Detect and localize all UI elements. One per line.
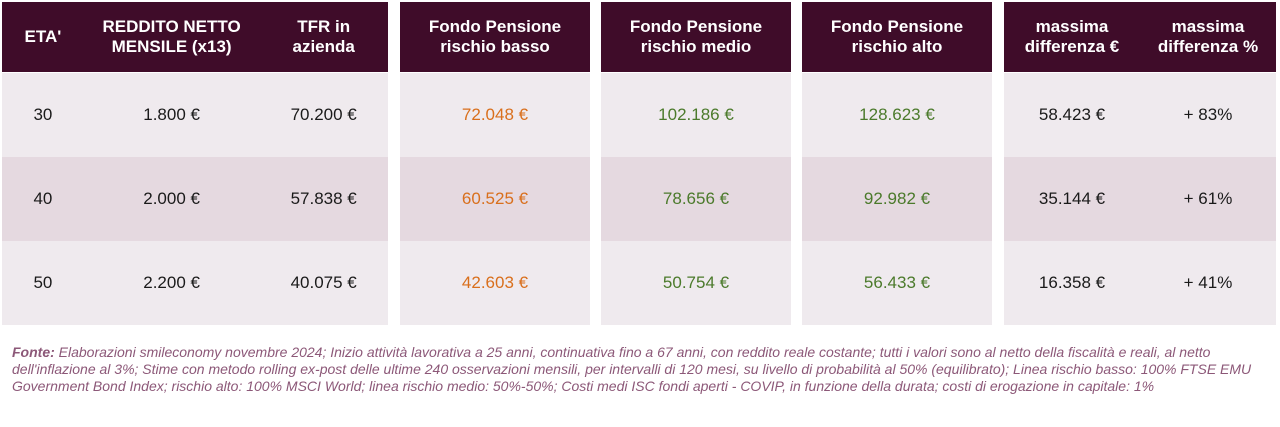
cell-fondo-basso: 72.048 €: [461, 105, 529, 124]
header-row-fondo-medio: Fondo Pensione rischio medio: [601, 2, 791, 72]
cell-eta: 30: [33, 105, 53, 124]
group-fondo-basso: Fondo Pensione rischio basso 72.048 € 60…: [400, 2, 590, 325]
cell-diff-perc: + 41%: [1183, 273, 1233, 292]
cell-tfr: 40.075 €: [290, 273, 357, 292]
table-row: 60.525 €: [400, 157, 590, 241]
table-row: 72.048 €: [400, 73, 590, 157]
header-eta: ETA': [24, 27, 62, 46]
table-row: 58.423 € + 83%: [1004, 73, 1276, 157]
cell-tfr: 70.200 €: [290, 105, 357, 124]
table-row: 42.603 €: [400, 241, 590, 325]
table-row: 78.656 €: [601, 157, 791, 241]
cell-fondo-medio: 102.186 €: [658, 105, 734, 124]
table-row: 50 2.200 € 40.075 €: [2, 241, 388, 325]
cell-diff-euro: 35.144 €: [1038, 189, 1106, 208]
table-row: 40 2.000 € 57.838 €: [2, 157, 388, 241]
cell-eta: 50: [33, 273, 53, 292]
cell-fondo-basso: 42.603 €: [461, 273, 529, 292]
group-fondo-alto: Fondo Pensione rischio alto 128.623 € 92…: [802, 2, 992, 325]
cell-diff-euro: 16.358 €: [1038, 273, 1106, 292]
header-fondo-medio: Fondo Pensione rischio medio: [629, 17, 763, 56]
cell-fondo-basso: 60.525 €: [461, 189, 529, 208]
table-row: 92.982 €: [802, 157, 992, 241]
cell-reddito: 2.200 €: [143, 273, 200, 292]
table-row: 102.186 €: [601, 73, 791, 157]
header-row-fondo-basso: Fondo Pensione rischio basso: [400, 2, 590, 72]
source-note: Fonte: Elaborazioni smileconomy novembre…: [12, 344, 1267, 395]
table-row: 50.754 €: [601, 241, 791, 325]
cell-diff-euro: 58.423 €: [1038, 105, 1106, 124]
table-row: 128.623 €: [802, 73, 992, 157]
cell-fondo-alto: 56.433 €: [863, 273, 931, 292]
source-text: Elaborazioni smileconomy novembre 2024; …: [12, 344, 1252, 394]
cell-fondo-medio: 78.656 €: [662, 189, 730, 208]
table-row: 30 1.800 € 70.200 €: [2, 73, 388, 157]
header-row-fondo-alto: Fondo Pensione rischio alto: [802, 2, 992, 72]
cell-fondo-medio: 50.754 €: [662, 273, 730, 292]
cell-fondo-alto: 128.623 €: [859, 105, 935, 124]
group-fondo-medio: Fondo Pensione rischio medio 102.186 € 7…: [601, 2, 791, 325]
table-row: 35.144 € + 61%: [1004, 157, 1276, 241]
header-row-differenza: massima differenza € massima differenza …: [1004, 2, 1276, 72]
header-diff-euro: massima differenza €: [1024, 17, 1120, 56]
group-base-data: ETA' REDDITO NETTO MENSILE (x13) TFR in …: [2, 2, 388, 325]
header-row-base: ETA' REDDITO NETTO MENSILE (x13) TFR in …: [2, 2, 388, 72]
header-fondo-basso: Fondo Pensione rischio basso: [428, 17, 562, 56]
header-reddito: REDDITO NETTO MENSILE (x13): [102, 17, 241, 56]
cell-reddito: 2.000 €: [143, 189, 200, 208]
table-row: 16.358 € + 41%: [1004, 241, 1276, 325]
header-diff-perc: massima differenza %: [1157, 17, 1259, 56]
cell-tfr: 57.838 €: [290, 189, 357, 208]
cell-eta: 40: [33, 189, 53, 208]
cell-fondo-alto: 92.982 €: [863, 189, 931, 208]
header-tfr: TFR in azienda: [292, 17, 355, 56]
cell-diff-perc: + 61%: [1183, 189, 1233, 208]
source-label: Fonte:: [12, 344, 55, 360]
table-row: 56.433 €: [802, 241, 992, 325]
header-fondo-alto: Fondo Pensione rischio alto: [830, 17, 964, 56]
cell-diff-perc: + 83%: [1183, 105, 1233, 124]
cell-reddito: 1.800 €: [143, 105, 200, 124]
group-massima-differenza: massima differenza € massima differenza …: [1004, 2, 1276, 325]
